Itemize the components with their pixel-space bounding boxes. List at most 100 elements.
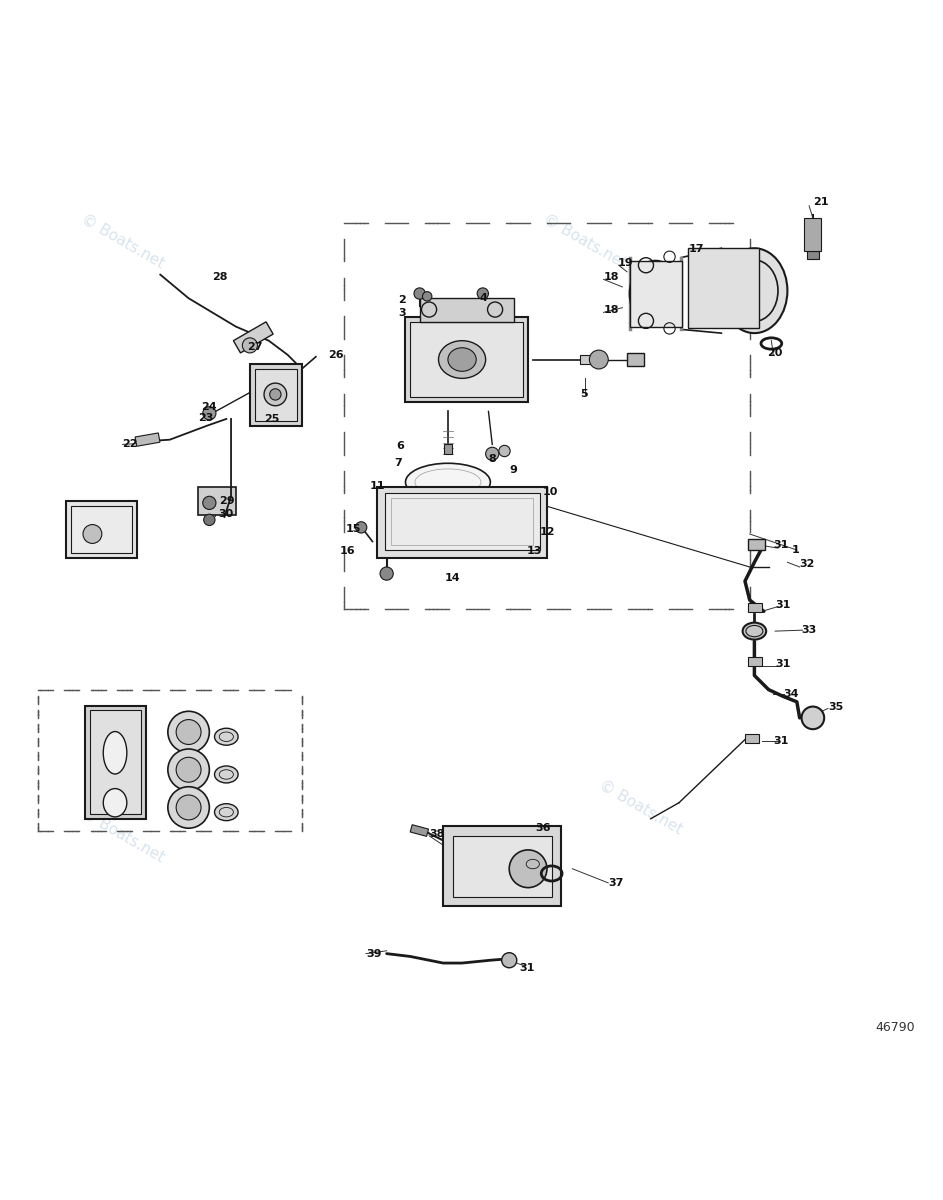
- Circle shape: [356, 522, 367, 533]
- Bar: [420, 299, 514, 322]
- Text: 35: 35: [828, 702, 843, 712]
- Circle shape: [168, 749, 209, 791]
- Text: 3: 3: [398, 308, 405, 318]
- Circle shape: [802, 707, 824, 730]
- Bar: [234, 322, 273, 353]
- Text: 19: 19: [618, 258, 634, 269]
- Text: 31: 31: [773, 737, 788, 746]
- Bar: [630, 260, 682, 326]
- Bar: [85, 706, 146, 818]
- Text: 18: 18: [604, 271, 619, 282]
- Bar: [391, 498, 533, 545]
- Text: 33: 33: [802, 625, 817, 635]
- Circle shape: [499, 445, 510, 457]
- Text: 10: 10: [542, 487, 557, 498]
- Bar: [250, 365, 302, 426]
- Text: 6: 6: [396, 442, 404, 451]
- Text: 30: 30: [219, 509, 234, 520]
- Circle shape: [509, 850, 547, 888]
- Text: 16: 16: [339, 546, 356, 556]
- Ellipse shape: [104, 732, 126, 774]
- Text: 28: 28: [212, 272, 227, 282]
- Text: 37: 37: [608, 878, 623, 888]
- Text: 31: 31: [520, 962, 535, 973]
- Circle shape: [270, 389, 281, 400]
- Bar: [748, 539, 765, 550]
- Text: 1: 1: [792, 545, 800, 556]
- Text: 7: 7: [394, 458, 402, 468]
- Bar: [66, 500, 137, 558]
- Bar: [804, 218, 821, 251]
- Ellipse shape: [104, 788, 126, 817]
- Text: 31: 31: [775, 600, 790, 610]
- Text: 17: 17: [688, 245, 703, 254]
- Text: 38: 38: [429, 829, 444, 839]
- Bar: [627, 353, 644, 366]
- Circle shape: [176, 757, 201, 782]
- Ellipse shape: [630, 260, 681, 326]
- Text: 20: 20: [767, 348, 782, 358]
- Bar: [580, 355, 591, 365]
- Ellipse shape: [743, 623, 767, 640]
- Text: 39: 39: [366, 949, 381, 959]
- Text: © Boats.net: © Boats.net: [540, 212, 629, 271]
- Bar: [385, 493, 540, 550]
- Text: 27: 27: [247, 342, 262, 353]
- Bar: [71, 505, 132, 553]
- Text: 25: 25: [264, 414, 279, 424]
- Bar: [198, 487, 236, 515]
- Bar: [453, 835, 552, 898]
- Bar: [748, 656, 762, 666]
- Text: 23: 23: [198, 413, 213, 424]
- Circle shape: [422, 292, 432, 301]
- Ellipse shape: [438, 341, 486, 378]
- Text: 36: 36: [536, 823, 551, 833]
- Circle shape: [168, 712, 209, 752]
- Text: 46790: 46790: [875, 1021, 915, 1033]
- Text: 11: 11: [370, 481, 385, 491]
- Circle shape: [204, 514, 215, 526]
- Circle shape: [242, 338, 257, 353]
- Text: 31: 31: [773, 540, 788, 551]
- Text: 18: 18: [604, 305, 619, 314]
- Bar: [443, 827, 561, 906]
- Circle shape: [486, 448, 499, 461]
- Text: 12: 12: [539, 527, 554, 538]
- Ellipse shape: [448, 348, 476, 371]
- Text: 21: 21: [813, 197, 828, 208]
- Text: 15: 15: [346, 524, 361, 534]
- Circle shape: [176, 796, 201, 820]
- Text: 4: 4: [479, 293, 487, 304]
- Bar: [410, 322, 523, 397]
- Bar: [444, 444, 452, 454]
- Circle shape: [176, 720, 201, 744]
- Text: 5: 5: [580, 390, 587, 400]
- Circle shape: [203, 407, 216, 420]
- Circle shape: [380, 566, 393, 580]
- Ellipse shape: [405, 463, 490, 500]
- Bar: [807, 251, 819, 259]
- Text: 8: 8: [488, 454, 496, 463]
- Bar: [688, 248, 759, 329]
- Bar: [377, 487, 547, 558]
- Text: 31: 31: [775, 659, 790, 670]
- Text: 14: 14: [445, 574, 461, 583]
- Bar: [410, 824, 428, 836]
- Circle shape: [477, 288, 488, 299]
- Text: 32: 32: [800, 559, 815, 569]
- Bar: [748, 602, 762, 612]
- Circle shape: [168, 787, 209, 828]
- Circle shape: [83, 524, 102, 544]
- Bar: [745, 734, 759, 743]
- Text: 2: 2: [398, 295, 405, 305]
- Circle shape: [502, 953, 517, 967]
- Ellipse shape: [214, 728, 238, 745]
- Bar: [135, 433, 160, 446]
- Bar: [255, 368, 297, 421]
- Text: 24: 24: [201, 402, 217, 412]
- Circle shape: [414, 288, 425, 299]
- Ellipse shape: [214, 804, 238, 821]
- Ellipse shape: [721, 248, 787, 334]
- Text: © Boats.net: © Boats.net: [78, 212, 167, 271]
- Text: 22: 22: [123, 439, 138, 450]
